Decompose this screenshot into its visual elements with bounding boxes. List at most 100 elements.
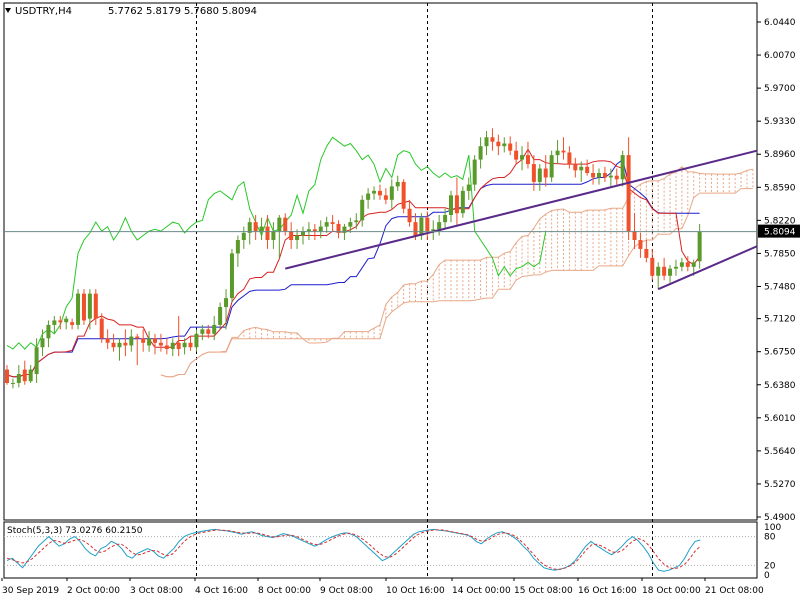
bull-candle [691,262,696,267]
bear-candle [401,181,406,209]
lower-trendline[interactable] [657,245,758,291]
bull-candle [218,307,223,325]
price-tick-label: 6.0440 [764,18,796,28]
span-a-line [160,166,753,378]
bull-candle [229,253,234,299]
bull-candle [354,220,359,223]
bear-candle [81,293,86,321]
bear-candle [454,195,459,214]
symbol-timeframe: USDTRY,H4 [15,6,72,17]
price-tick-label: 5.5270 [764,480,796,490]
bear-candle [591,173,596,178]
bear-candle [650,257,655,276]
bear-candle [496,141,501,147]
bull-candle [28,369,33,382]
price-tick-label: 5.7850 [764,249,796,259]
bull-candle [324,222,329,227]
bull-candle [87,293,92,319]
bull-candle [241,232,246,241]
bull-candle [76,293,81,325]
bull-candle [40,338,45,348]
bear-candle [383,195,388,200]
bull-candle [437,222,442,230]
time-label: 10 Oct 16:00 [386,586,445,596]
bull-candle [372,190,377,194]
bear-candle [561,150,566,153]
time-label: 9 Oct 08:00 [320,586,373,596]
bear-candle [490,137,495,142]
time-axis: 30 Sep 2019 2 Oct 00:00 3 Oct 08:00 4 Oct 1… [1,578,764,596]
bear-candle [153,338,157,343]
bull-candle [301,231,305,236]
bear-candle [585,166,590,174]
bear-candle [407,208,412,223]
bull-candle [170,342,175,350]
price-tick-label: 5.7480 [764,282,796,292]
bull-candle [389,186,394,200]
time-label: 30 Sep 2019 [2,586,59,596]
bear-candle [508,143,513,151]
bear-candle [176,342,181,350]
bear-candle [425,217,430,232]
price-tick-label: 5.9330 [764,117,796,127]
bull-candle [348,222,353,227]
upper-trendline[interactable] [284,149,758,270]
price-tick-label: 5.4900 [764,513,796,523]
bull-candle [395,181,400,187]
bull-candle [431,229,436,232]
bear-candle [614,175,619,180]
bull-candle [673,266,678,269]
bull-candle [16,374,21,383]
price-axis: 6.0440 6.0070 5.9700 5.9330 5.8960 5.8590 5.82… [757,18,800,523]
bull-candle [697,231,702,262]
low-price: 5.7680 [184,6,219,17]
bull-candle [466,184,471,191]
bull-candle [34,347,39,375]
stoch-tick-label: 100 [764,523,781,533]
bear-candle [5,369,9,383]
price-tick-label: 5.5640 [764,447,796,457]
bear-candle [525,155,530,165]
bull-candle [277,217,282,232]
bear-candle [413,222,418,236]
bear-candle [265,226,270,241]
bear-candle [336,223,341,233]
open-price: 5.7762 [108,6,143,17]
time-label: 16 Oct 16:00 [578,586,637,596]
bull-candle [147,338,152,346]
bear-candle [206,329,211,334]
bull-candle [259,226,264,232]
chart-frames [3,2,758,579]
dropdown-triangle-icon[interactable] [5,8,11,13]
time-label: 4 Oct 16:00 [195,586,248,596]
bear-candle [662,266,667,276]
stoch-tick-label: 80 [764,533,776,543]
bull-candle [10,382,15,384]
bull-candle [247,222,252,233]
bull-candle [656,266,661,276]
bull-candle [46,324,51,339]
bear-candle [253,222,258,232]
bull-candle [668,268,673,276]
bear-candle [685,262,690,267]
span-b-line [160,188,753,378]
bull-candle [117,342,122,348]
bull-candle [608,175,613,178]
price-tick-label: 5.6750 [764,348,796,358]
chart-header: USDTRY,H4 5.7762 5.8179 5.7680 5.8094 [5,6,257,17]
bear-candle [377,190,382,196]
bull-candle [366,193,371,200]
bull-candle [271,231,276,241]
price-tick-label: 5.7120 [764,315,796,325]
price-tick-label: 5.8220 [764,216,796,226]
bear-candle [22,369,27,382]
bear-candle [638,240,643,249]
bear-candle [567,152,572,165]
bear-candle [158,342,163,346]
stoch-tick-label: 0 [764,571,770,581]
time-label: 14 Oct 00:00 [452,586,511,596]
bear-candle [632,231,637,241]
bull-candle [549,155,554,178]
